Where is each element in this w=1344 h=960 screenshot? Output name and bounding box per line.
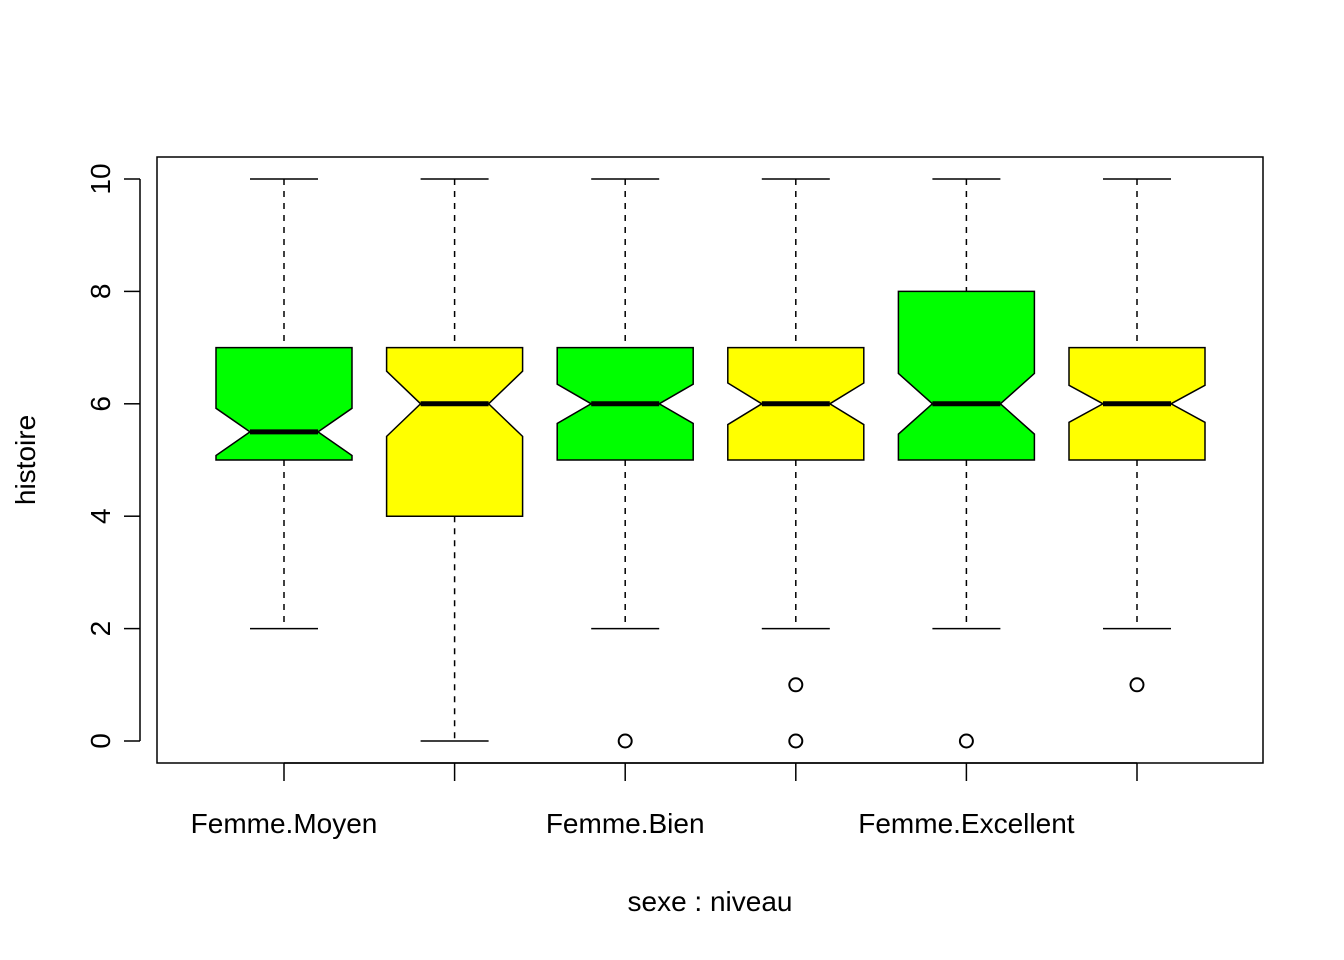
y-axis: 0 2 4 6 8 10 xyxy=(85,163,141,749)
y-tick-label: 8 xyxy=(85,284,116,300)
x-tick-label: Femme.Excellent xyxy=(858,808,1075,839)
box-1 xyxy=(385,178,524,742)
notched-box xyxy=(897,290,1036,461)
y-axis-label: histoire xyxy=(10,415,41,505)
outlier-point xyxy=(1129,677,1145,693)
box-4 xyxy=(897,178,1036,749)
x-tick-label: Femme.Moyen xyxy=(191,808,378,839)
boxes xyxy=(215,178,1206,749)
y-tick-label: 0 xyxy=(85,733,116,749)
outlier-point xyxy=(788,677,804,693)
box-5 xyxy=(1068,178,1206,693)
outlier-point xyxy=(958,733,974,749)
y-tick-label: 10 xyxy=(85,163,116,194)
outlier-point xyxy=(617,733,633,749)
y-tick-label: 6 xyxy=(85,396,116,412)
x-tick-label: Femme.Bien xyxy=(546,808,705,839)
y-tick-label: 4 xyxy=(85,508,116,524)
outlier-point xyxy=(788,733,804,749)
x-axis-label: sexe : niveau xyxy=(628,886,793,917)
box-0 xyxy=(215,178,353,630)
x-axis: Femme.Moyen Femme.Bien Femme.Excellent xyxy=(191,762,1138,839)
notched-box xyxy=(215,346,353,461)
box-2 xyxy=(556,178,694,749)
notched-box xyxy=(385,346,524,517)
box-3 xyxy=(727,178,865,749)
y-tick-label: 2 xyxy=(85,621,116,637)
